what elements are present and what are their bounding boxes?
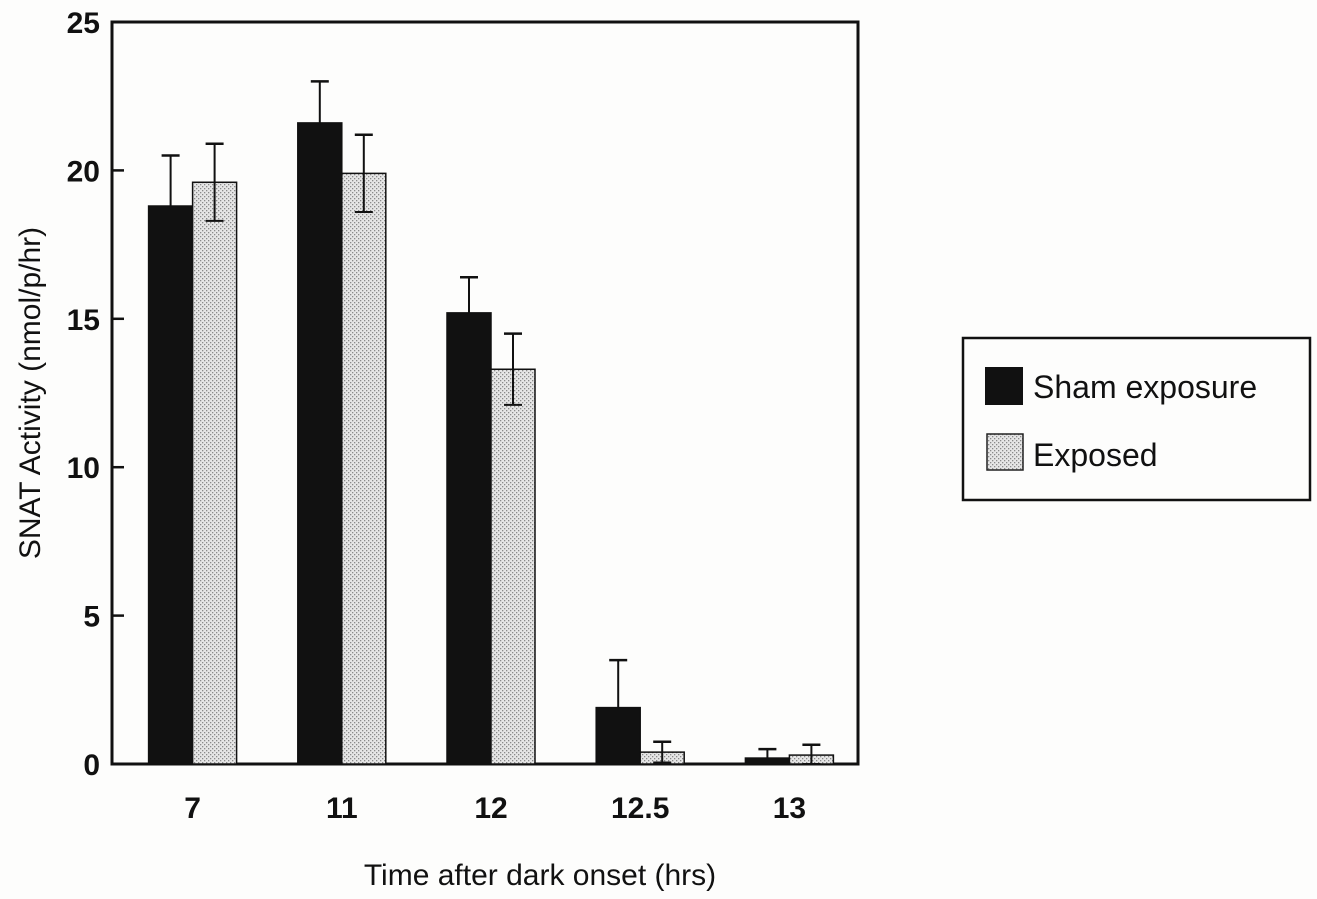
y-tick-label: 0 [83, 749, 100, 782]
error-bars-group [161, 80, 821, 765]
x-tick-label: 11 [326, 792, 358, 825]
bar-sham-exposure [147, 205, 194, 765]
bar-sham-exposure [297, 122, 343, 765]
bar-exposed [191, 181, 238, 765]
legend-box [961, 336, 1312, 502]
bar-sham-exposure [744, 757, 791, 765]
y-axis-title: SNAT Activity (nmol/p/hr) [14, 227, 47, 559]
bar-sham-exposure [446, 312, 492, 765]
legend: Sham exposure Exposed [961, 336, 1312, 502]
legend-label-sham-exposure: Sham exposure [1033, 369, 1257, 405]
x-axis-title: Time after dark onset (hrs) [364, 859, 716, 892]
x-tick-label: 13 [773, 792, 806, 825]
legend-label-exposed: Exposed [1033, 437, 1158, 473]
bars-group [147, 122, 835, 765]
legend-swatch-exposed [986, 433, 1024, 471]
x-tick-label: 12.5 [611, 792, 669, 825]
y-axis-ticks: 0 5 10 15 20 25 [67, 7, 124, 782]
y-tick-label: 10 [67, 452, 100, 485]
bar-sham-exposure [595, 706, 641, 765]
y-tick-label: 20 [67, 155, 100, 188]
y-tick-label: 15 [67, 304, 100, 337]
x-tick-label: 12 [474, 792, 507, 825]
bar-exposed [490, 368, 536, 765]
x-tick-label: 7 [184, 792, 201, 825]
y-tick-label: 5 [83, 601, 100, 634]
x-axis-ticks: 7 11 12 12.5 13 [184, 792, 806, 825]
y-tick-label: 25 [67, 7, 100, 40]
legend-swatch-sham-exposure [985, 367, 1023, 405]
bar-exposed [341, 172, 387, 765]
